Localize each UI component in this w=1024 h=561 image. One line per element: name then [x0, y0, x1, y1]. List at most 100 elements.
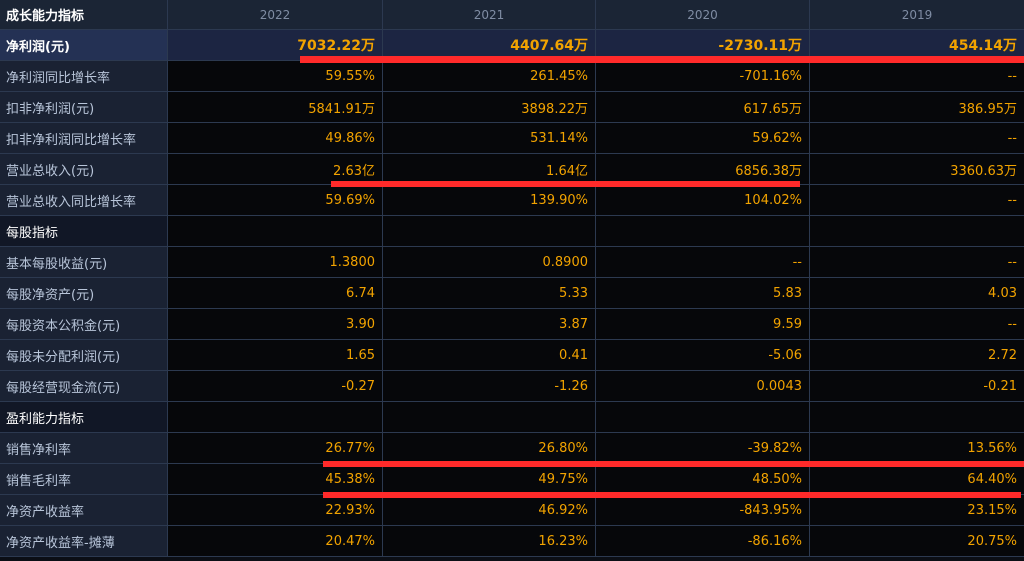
table-row[interactable]: 净资产收益率 22.93% 46.92% -843.95% 23.15% [0, 495, 1024, 526]
value-cell: 1.65 [168, 340, 383, 370]
value-cell: 64.40% [810, 464, 1024, 494]
row-label: 扣非净利润同比增长率 [0, 123, 168, 153]
value-cell: 59.55% [168, 61, 383, 91]
value-cell: 3.87 [383, 309, 596, 339]
value-cell: 13.56% [810, 433, 1024, 463]
table-row[interactable]: 净资产收益率-摊薄 20.47% 16.23% -86.16% 20.75% [0, 526, 1024, 557]
value-cell: 3.90 [168, 309, 383, 339]
table-title: 成长能力指标 [0, 0, 168, 29]
row-label: 扣非净利润(元) [0, 92, 168, 122]
value-cell: 3360.63万 [810, 154, 1024, 184]
table-row[interactable]: 扣非净利润(元) 5841.91万 3898.22万 617.65万 386.95万 [0, 92, 1024, 123]
table-row[interactable]: 营业总收入同比增长率 59.69% 139.90% 104.02% -- [0, 185, 1024, 216]
table-row[interactable]: 每股净资产(元) 6.74 5.33 5.83 4.03 [0, 278, 1024, 309]
value-cell: 26.77% [168, 433, 383, 463]
value-cell: 49.86% [168, 123, 383, 153]
value-cell: 7032.22万 [168, 30, 383, 60]
annotation-underline-revenue [331, 181, 800, 187]
value-cell: 6856.38万 [596, 154, 810, 184]
value-cell: 3898.22万 [383, 92, 596, 122]
row-label: 营业总收入同比增长率 [0, 185, 168, 215]
section-header-row[interactable]: 盈利能力指标 [0, 402, 1024, 433]
value-cell: 6.74 [168, 278, 383, 308]
row-label: 销售毛利率 [0, 464, 168, 494]
value-cell: 617.65万 [596, 92, 810, 122]
value-cell: -- [810, 185, 1024, 215]
value-cell: 26.80% [383, 433, 596, 463]
value-cell: -86.16% [596, 526, 810, 556]
value-cell: 139.90% [383, 185, 596, 215]
value-cell: 5841.91万 [168, 92, 383, 122]
row-label: 每股资本公积金(元) [0, 309, 168, 339]
value-cell: 4.03 [810, 278, 1024, 308]
value-cell: -- [810, 123, 1024, 153]
value-cell: 20.47% [168, 526, 383, 556]
value-cell: -- [596, 247, 810, 277]
value-cell: 16.23% [383, 526, 596, 556]
row-label: 净利润同比增长率 [0, 61, 168, 91]
year-header-2020[interactable]: 2020 [596, 0, 810, 29]
value-cell: 59.69% [168, 185, 383, 215]
value-cell: -0.21 [810, 371, 1024, 401]
value-cell: -1.26 [383, 371, 596, 401]
value-cell [383, 216, 596, 246]
section-label: 盈利能力指标 [0, 402, 168, 432]
value-cell: -2730.11万 [596, 30, 810, 60]
value-cell: 46.92% [383, 495, 596, 525]
row-label: 净资产收益率 [0, 495, 168, 525]
value-cell: 23.15% [810, 495, 1024, 525]
table-row[interactable]: 每股未分配利润(元) 1.65 0.41 -5.06 2.72 [0, 340, 1024, 371]
table-header-row: 成长能力指标 2022 2021 2020 2019 [0, 0, 1024, 30]
annotation-underline-net-margin [323, 461, 1024, 467]
section-header-row[interactable]: 每股指标 [0, 216, 1024, 247]
value-cell: 4407.64万 [383, 30, 596, 60]
year-header-2022[interactable]: 2022 [168, 0, 383, 29]
value-cell: 9.59 [596, 309, 810, 339]
value-cell: 5.33 [383, 278, 596, 308]
value-cell [810, 402, 1024, 432]
annotation-underline-net-profit [300, 56, 1024, 63]
row-label: 基本每股收益(元) [0, 247, 168, 277]
section-label: 每股指标 [0, 216, 168, 246]
value-cell: 0.8900 [383, 247, 596, 277]
annotation-underline-gross-margin [323, 492, 1021, 498]
value-cell: -- [810, 247, 1024, 277]
value-cell: 1.3800 [168, 247, 383, 277]
row-label: 销售净利率 [0, 433, 168, 463]
value-cell: -- [810, 61, 1024, 91]
value-cell: 454.14万 [810, 30, 1024, 60]
value-cell: 2.63亿 [168, 154, 383, 184]
value-cell: 45.38% [168, 464, 383, 494]
value-cell [596, 402, 810, 432]
table-row[interactable]: 营业总收入(元) 2.63亿 1.64亿 6856.38万 3360.63万 [0, 154, 1024, 185]
value-cell: -5.06 [596, 340, 810, 370]
value-cell: -0.27 [168, 371, 383, 401]
value-cell: 22.93% [168, 495, 383, 525]
value-cell: 261.45% [383, 61, 596, 91]
value-cell: 104.02% [596, 185, 810, 215]
value-cell: 386.95万 [810, 92, 1024, 122]
row-label: 每股未分配利润(元) [0, 340, 168, 370]
table-row[interactable]: 净利润(元) 7032.22万 4407.64万 -2730.11万 454.14万 [0, 30, 1024, 61]
value-cell: 1.64亿 [383, 154, 596, 184]
table-row[interactable]: 净利润同比增长率 59.55% 261.45% -701.16% -- [0, 61, 1024, 92]
value-cell: 59.62% [596, 123, 810, 153]
value-cell [383, 402, 596, 432]
value-cell: 0.41 [383, 340, 596, 370]
value-cell [810, 216, 1024, 246]
table-row[interactable]: 扣非净利润同比增长率 49.86% 531.14% 59.62% -- [0, 123, 1024, 154]
row-label: 净资产收益率-摊薄 [0, 526, 168, 556]
table-row[interactable]: 销售毛利率 45.38% 49.75% 48.50% 64.40% [0, 464, 1024, 495]
value-cell: -- [810, 309, 1024, 339]
value-cell: 531.14% [383, 123, 596, 153]
table-row[interactable]: 每股资本公积金(元) 3.90 3.87 9.59 -- [0, 309, 1024, 340]
table-row[interactable]: 销售净利率 26.77% 26.80% -39.82% 13.56% [0, 433, 1024, 464]
year-header-2019[interactable]: 2019 [810, 0, 1024, 29]
value-cell: 49.75% [383, 464, 596, 494]
table-row[interactable]: 基本每股收益(元) 1.3800 0.8900 -- -- [0, 247, 1024, 278]
row-label: 每股净资产(元) [0, 278, 168, 308]
table-row[interactable]: 每股经营现金流(元) -0.27 -1.26 0.0043 -0.21 [0, 371, 1024, 402]
year-header-2021[interactable]: 2021 [383, 0, 596, 29]
value-cell: -39.82% [596, 433, 810, 463]
value-cell: 2.72 [810, 340, 1024, 370]
